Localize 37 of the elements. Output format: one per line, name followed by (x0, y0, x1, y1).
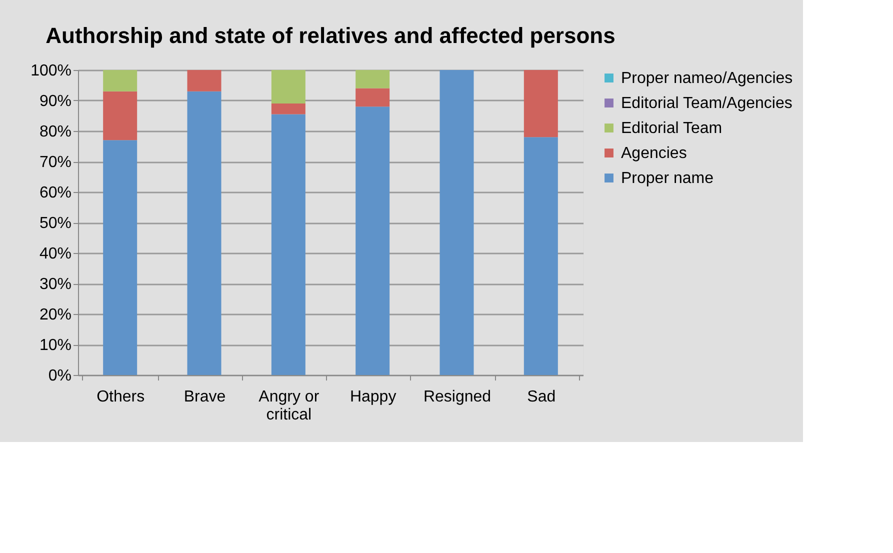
bar (356, 106, 390, 375)
x-tick-label: Resigned (423, 388, 492, 406)
bar (271, 114, 306, 375)
bar (271, 70, 306, 104)
x-tick-label: Brave (184, 388, 226, 406)
bar (103, 140, 138, 375)
bar (187, 91, 222, 375)
legend-label: Proper name (621, 170, 714, 187)
legend-label: Editorial Team (621, 120, 722, 137)
legend-label: Proper nameo/Agencies (621, 70, 793, 87)
y-tick-label: 70% (39, 154, 72, 171)
y-tick-label: 0% (48, 368, 72, 384)
y-tick-label: 60% (39, 184, 72, 202)
bar (440, 70, 474, 375)
y-tick-label: 10% (39, 337, 72, 354)
legend-label: Agencies (621, 145, 687, 162)
y-tick-label: 50% (39, 215, 72, 232)
bar (103, 70, 138, 92)
legend-label: Editorial Team/Agencies (621, 95, 792, 112)
bar (524, 137, 558, 375)
bar (271, 104, 306, 114)
bar (356, 70, 390, 88)
y-tick-label: 90% (39, 93, 72, 110)
x-tick-label: Others (96, 388, 145, 406)
chart-title: Authorship and state of relatives and affected persons (46, 23, 616, 48)
x-tick-label: Angry or critical (258, 388, 320, 424)
y-tick-label: 80% (39, 124, 72, 140)
y-tick-label: 100% (30, 62, 72, 80)
y-tick-label: 40% (39, 246, 72, 262)
x-tick-label: Happy (350, 388, 396, 406)
bar (103, 91, 138, 140)
bar (187, 70, 222, 92)
y-tick-label: 20% (39, 306, 72, 324)
bar (524, 70, 558, 138)
bar (356, 88, 390, 107)
y-tick-label: 30% (39, 276, 72, 293)
x-tick-label: Sad (527, 388, 556, 406)
